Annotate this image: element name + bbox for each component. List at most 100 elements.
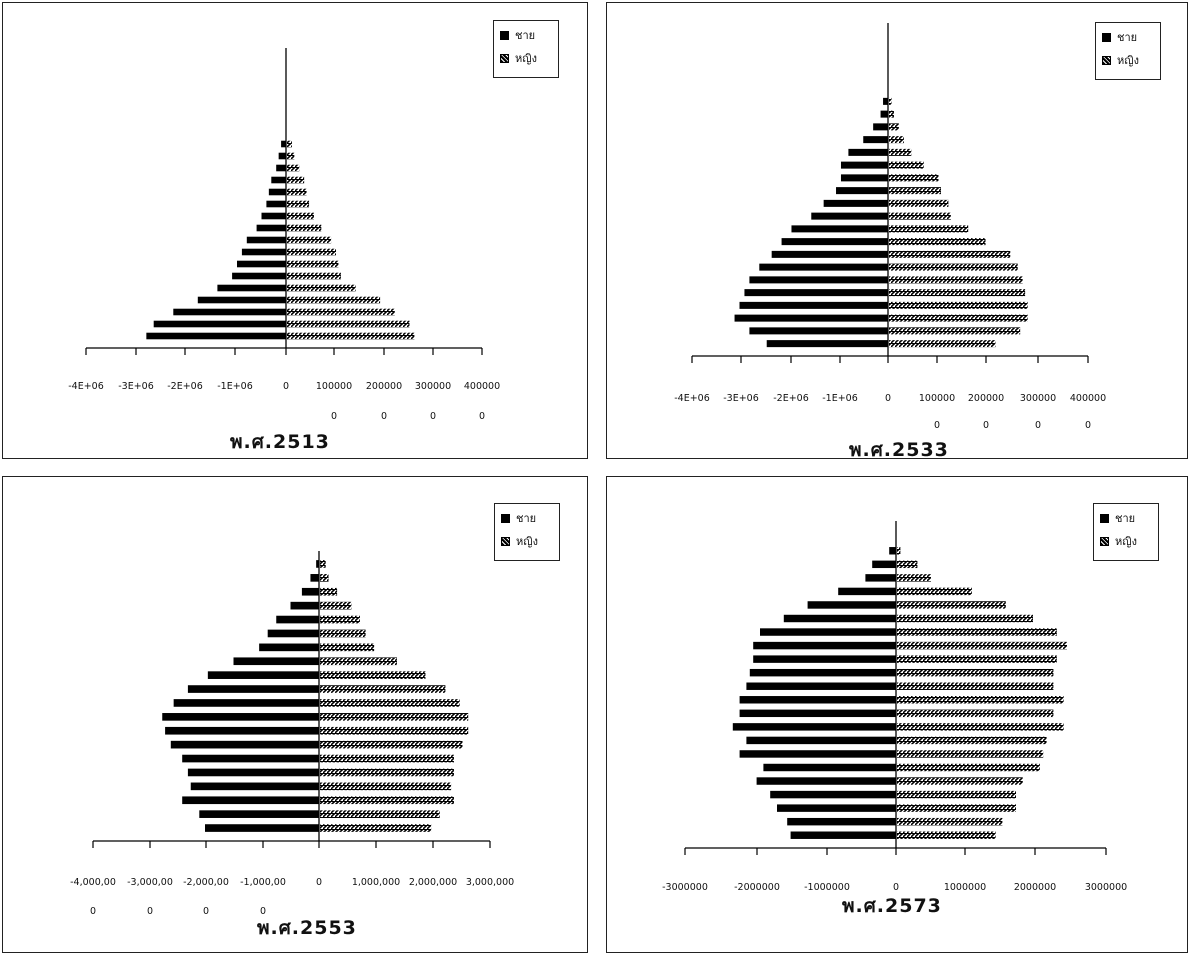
male-bar <box>756 777 896 785</box>
tick-label-row2: 0 <box>479 411 485 422</box>
female-bar <box>897 817 1003 826</box>
tick-label: 200000 <box>968 393 1004 404</box>
male-bar <box>301 587 319 596</box>
tick-label-row2: 0 <box>203 906 209 917</box>
legend-female-2573: หญิง <box>1100 535 1137 549</box>
legend-female-2533: หญิง <box>1102 54 1139 68</box>
male-bar <box>840 161 888 169</box>
female-bar <box>889 174 939 182</box>
tick-label: 2,000,000 <box>409 877 457 888</box>
chart-title-2513: พ.ศ.2513 <box>230 431 330 453</box>
male-bar <box>790 831 896 839</box>
male-bar <box>783 614 896 623</box>
female-bar <box>287 272 341 280</box>
male-bar <box>256 224 286 232</box>
female-bar <box>889 289 1026 297</box>
male-bar <box>170 740 319 749</box>
male-bar <box>787 817 896 826</box>
female-bar <box>889 123 899 131</box>
male-bar <box>182 796 319 805</box>
male-bar <box>199 810 319 818</box>
female-bar <box>287 164 300 172</box>
pyramid-chart-2533: -4E+06 -3E+06 -2E+06 -1E+06 0 100000 200000 300… <box>606 2 1188 461</box>
female-bar <box>287 176 305 184</box>
male-bar <box>162 713 319 721</box>
tick-label: 200000 <box>366 381 402 392</box>
female-bar <box>897 750 1044 758</box>
female-bar <box>320 671 426 679</box>
female-bar <box>897 628 1057 636</box>
tick-label: -1000000 <box>804 882 850 893</box>
tick-label: -2,000,00 <box>183 877 229 888</box>
tick-label: -1E+06 <box>822 393 858 404</box>
female-bar <box>287 212 314 220</box>
female-bar <box>897 696 1064 704</box>
female-bar <box>897 655 1057 663</box>
female-swatch <box>1100 537 1109 546</box>
male-bar <box>207 671 319 679</box>
female-bar <box>320 796 454 805</box>
tick-label: 300000 <box>1020 393 1056 404</box>
female-bar <box>287 296 381 304</box>
male-bar <box>146 332 286 340</box>
male-bar <box>763 763 896 772</box>
male-bar <box>165 726 319 735</box>
tick-label: 2000000 <box>1014 882 1056 893</box>
female-bar <box>897 763 1040 772</box>
tick-label: -4E+06 <box>68 381 104 392</box>
tick-label-row2: 0 <box>430 411 436 422</box>
male-bar <box>744 289 888 297</box>
male-bar <box>187 685 319 693</box>
male-bar <box>749 327 888 335</box>
male-bar <box>187 768 319 777</box>
female-bar <box>889 212 951 220</box>
legend-female-label: หญิง <box>515 52 537 65</box>
female-bar <box>889 136 904 144</box>
male-bar <box>732 723 896 731</box>
female-bar <box>889 225 969 233</box>
female-bar <box>320 615 360 624</box>
tick-label: 400000 <box>1070 393 1106 404</box>
female-bar <box>320 740 463 749</box>
female-bar <box>897 668 1054 677</box>
male-bar <box>872 560 896 569</box>
female-bar <box>287 308 395 316</box>
legend-male-2533: ชาย <box>1102 31 1137 45</box>
male-bar <box>838 587 896 596</box>
female-bar <box>287 320 410 328</box>
female-bar <box>320 587 338 596</box>
female-bar <box>287 200 310 208</box>
tick-label-row2: 0 <box>147 906 153 917</box>
male-bar <box>197 296 286 304</box>
female-bar <box>287 224 322 232</box>
female-bar <box>889 340 996 348</box>
tick-label: -2000000 <box>734 882 780 893</box>
male-bar <box>173 308 286 316</box>
female-bar <box>889 161 924 169</box>
female-bar <box>897 614 1033 623</box>
female-bar <box>897 560 918 569</box>
tick-label: 0 <box>885 393 891 404</box>
male-bar <box>290 601 319 610</box>
male-bar <box>823 199 888 207</box>
legend-male-label: ชาย <box>1117 31 1138 44</box>
tick-label: 0 <box>283 381 289 392</box>
tick-label: 3,000,000 <box>466 877 514 888</box>
male-bar <box>889 547 896 555</box>
female-bar <box>320 726 469 735</box>
female-bar <box>897 723 1064 731</box>
female-bar <box>897 682 1054 690</box>
female-swatch <box>501 537 510 546</box>
chart-title-2553: พ.ศ.2553 <box>257 917 357 939</box>
female-bar <box>287 284 356 292</box>
male-bar <box>153 320 286 328</box>
male-bar <box>237 260 286 268</box>
male-bar <box>268 188 286 196</box>
male-bar <box>241 248 286 256</box>
pyramid-chart-2553: -4,000,00 -3,000,00 -2,000,00 -1,000,00 0 1,0… <box>2 476 588 953</box>
tick-label-row2: 0 <box>1035 420 1041 431</box>
female-bar <box>897 777 1023 785</box>
male-bar <box>753 641 896 650</box>
male-bar <box>173 699 319 707</box>
male-bar <box>746 682 896 690</box>
